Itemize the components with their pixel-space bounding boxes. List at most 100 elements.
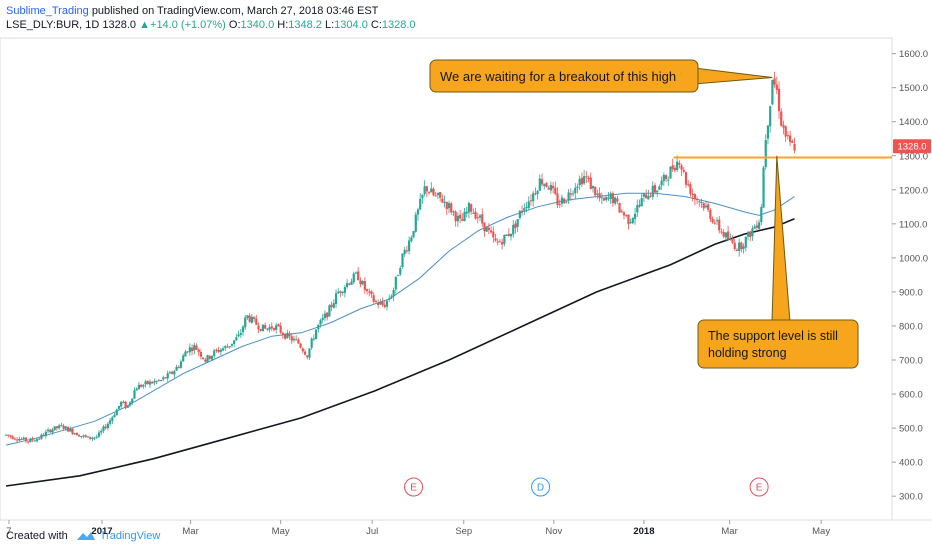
- candle-body: [148, 381, 152, 385]
- candle-body: [381, 301, 384, 305]
- candle-body: [596, 193, 599, 195]
- candle-body: [261, 324, 265, 332]
- candle-body: [394, 276, 397, 290]
- candle-body: [217, 350, 220, 353]
- x-tick-label: Nov: [545, 526, 562, 537]
- candle-body: [270, 326, 273, 329]
- candle-body: [288, 333, 291, 337]
- candle-body: [518, 210, 521, 219]
- candle-body: [301, 348, 304, 352]
- up-arrow-icon: ▲: [139, 19, 151, 31]
- candle-body: [363, 281, 366, 290]
- candle-body: [51, 429, 54, 433]
- candle-body: [492, 231, 495, 238]
- candle-body: [35, 439, 39, 442]
- candle-body: [166, 373, 169, 379]
- candle-body: [179, 361, 183, 368]
- candle-body: [279, 325, 282, 333]
- candle-body: [295, 339, 298, 341]
- candle-body: [399, 268, 402, 275]
- candle-body: [775, 84, 778, 90]
- candle-body: [64, 426, 67, 429]
- candle-body: [718, 219, 721, 231]
- candle-body: [780, 111, 783, 126]
- candle-body: [365, 289, 369, 292]
- candle-body: [104, 426, 107, 429]
- last-price-badge: [893, 139, 931, 154]
- event-marker-label: E: [756, 483, 763, 494]
- candle-body: [71, 428, 74, 434]
- candle-body: [368, 291, 371, 293]
- candle-body: [687, 184, 690, 186]
- candle-body: [97, 432, 101, 437]
- candle-body: [693, 194, 696, 199]
- candle-body: [155, 380, 158, 382]
- candle-body: [419, 198, 422, 210]
- candle-body: [204, 359, 207, 362]
- candle-body: [224, 345, 227, 348]
- candle-body: [423, 186, 426, 195]
- candle-body: [558, 203, 561, 205]
- author-link[interactable]: Sublime_Trading: [6, 5, 89, 17]
- candle-body: [233, 340, 236, 344]
- support-callout-text-line2: holding strong: [708, 346, 787, 360]
- candle-body: [605, 196, 608, 201]
- tradingview-brand-link[interactable]: TradingView: [99, 530, 161, 542]
- candle-body: [793, 144, 796, 151]
- candle-body: [467, 203, 471, 213]
- event-marker: [531, 477, 551, 497]
- candle-body: [680, 165, 683, 170]
- candle-body: [678, 162, 681, 165]
- candle-body: [33, 440, 36, 442]
- candle-body: [405, 250, 409, 252]
- candle-body: [554, 187, 557, 194]
- candle-body: [20, 439, 23, 441]
- candle-body: [585, 176, 588, 178]
- candle-body: [505, 234, 508, 236]
- y-tick-label: 1300.0: [899, 151, 928, 162]
- candle-body: [297, 339, 300, 344]
- x-tick-label: May: [812, 526, 830, 537]
- x-tick-label: Sep: [455, 526, 472, 537]
- candle-body: [193, 344, 196, 351]
- breakout-callout-text: We are waiting for a breakout of this hi…: [440, 69, 676, 84]
- candle-body: [162, 377, 165, 380]
- candle-body: [370, 291, 373, 295]
- candle-body: [9, 435, 12, 437]
- support-callout-text-line1: The support level is still: [708, 329, 838, 343]
- candle-body: [131, 398, 134, 403]
- y-tick-label: 1600.0: [899, 49, 928, 60]
- open-value: 1340.0: [240, 19, 275, 31]
- candle-body: [190, 347, 194, 352]
- candle-body: [640, 198, 643, 206]
- publish-info: Sublime_Trading published on TradingView…: [6, 4, 378, 18]
- candle-body: [379, 302, 382, 305]
- candle-body: [124, 401, 127, 409]
- candle-body: [337, 291, 340, 294]
- y-tick-label: 1000.0: [899, 253, 928, 264]
- candle-body: [361, 281, 364, 285]
- candle-body: [326, 312, 329, 318]
- candle-body: [113, 414, 116, 418]
- candle-body: [427, 192, 431, 194]
- candle-body: [341, 291, 344, 293]
- candle-body: [173, 371, 176, 375]
- candle-body: [144, 381, 147, 385]
- candle-body: [631, 218, 634, 224]
- breakout-callout-pointer: [693, 67, 773, 85]
- candle-body: [69, 428, 72, 432]
- candle-body: [210, 355, 214, 360]
- candle-body: [396, 275, 400, 277]
- candle-body: [704, 205, 708, 208]
- candle-body: [726, 231, 730, 240]
- candle-body: [443, 201, 446, 203]
- candle-body: [133, 390, 136, 399]
- candle-body: [374, 301, 378, 303]
- candle-body: [42, 434, 45, 436]
- candle-body: [303, 351, 307, 355]
- candle-body: [93, 437, 96, 439]
- candle-body: [137, 384, 140, 390]
- candle-body: [332, 303, 335, 308]
- candle-body: [563, 198, 566, 204]
